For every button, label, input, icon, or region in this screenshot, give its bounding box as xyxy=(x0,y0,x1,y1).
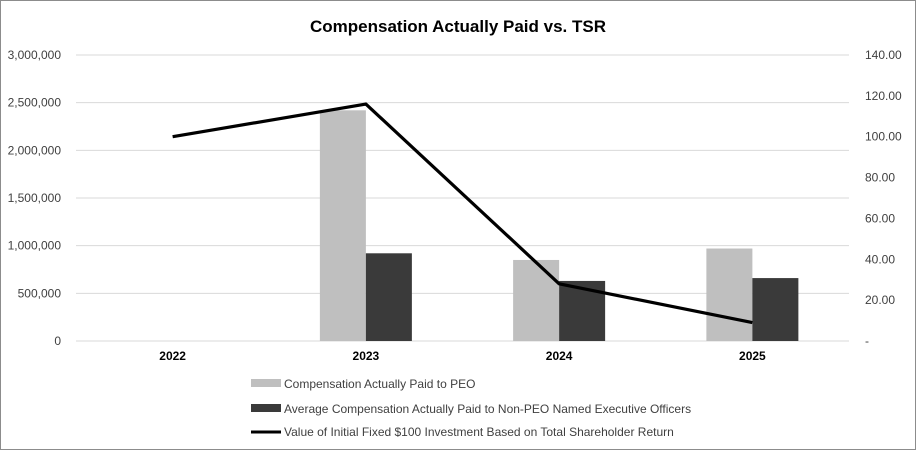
right-tick-label: - xyxy=(865,334,869,348)
right-tick-label: 140.00 xyxy=(865,48,902,62)
right-tick-label: 20.00 xyxy=(865,293,895,307)
right-tick-label: 80.00 xyxy=(865,171,895,185)
bar-non-peo-2023 xyxy=(365,253,412,341)
legend-swatch xyxy=(251,404,281,412)
bar-peo-2023 xyxy=(319,110,366,341)
right-tick-label: 120.00 xyxy=(865,89,902,103)
bar-peo-2024 xyxy=(513,259,560,341)
right-tick-label: 100.00 xyxy=(865,130,902,144)
left-axis-ticks: 0 500,000 1,000,000 1,500,000 2,000,000 2,500… xyxy=(8,48,62,348)
bar-peo-2025 xyxy=(706,248,753,341)
chart-title: Compensation Actually Paid vs. TSR xyxy=(310,17,606,36)
left-tick-label: 1,000,000 xyxy=(8,239,62,253)
left-tick-label: 0 xyxy=(54,334,61,348)
category-label-2022: 2022 xyxy=(159,349,186,363)
left-tick-label: 500,000 xyxy=(18,286,62,300)
bar-non-peo-2025 xyxy=(752,278,799,341)
legend-label: Average Compensation Actually Paid to No… xyxy=(284,402,691,416)
line-series xyxy=(172,102,753,325)
category-label-2025: 2025 xyxy=(739,349,766,363)
tsr-line xyxy=(172,102,753,325)
legend-swatch xyxy=(251,379,281,387)
right-axis-ticks: - 20.00 40.00 60.00 80.00 100.00 120.00 140.00 xyxy=(865,48,902,348)
left-tick-label: 2,500,000 xyxy=(8,96,62,110)
left-tick-label: 2,000,000 xyxy=(8,143,62,157)
left-tick-label: 1,500,000 xyxy=(8,191,62,205)
bar-series xyxy=(319,110,799,341)
left-tick-label: 3,000,000 xyxy=(8,48,62,62)
legend-label: Compensation Actually Paid to PEO xyxy=(284,377,475,391)
legend: Compensation Actually Paid to PEO Average… xyxy=(251,377,691,439)
category-label-2023: 2023 xyxy=(353,349,380,363)
category-label-2024: 2024 xyxy=(546,349,573,363)
legend-label: Value of Initial Fixed $100 Investment B… xyxy=(284,425,674,439)
right-tick-label: 40.00 xyxy=(865,252,895,266)
right-tick-label: 60.00 xyxy=(865,211,895,225)
category-labels: 2022 2023 2024 2025 xyxy=(159,349,766,363)
gridlines xyxy=(76,54,849,342)
